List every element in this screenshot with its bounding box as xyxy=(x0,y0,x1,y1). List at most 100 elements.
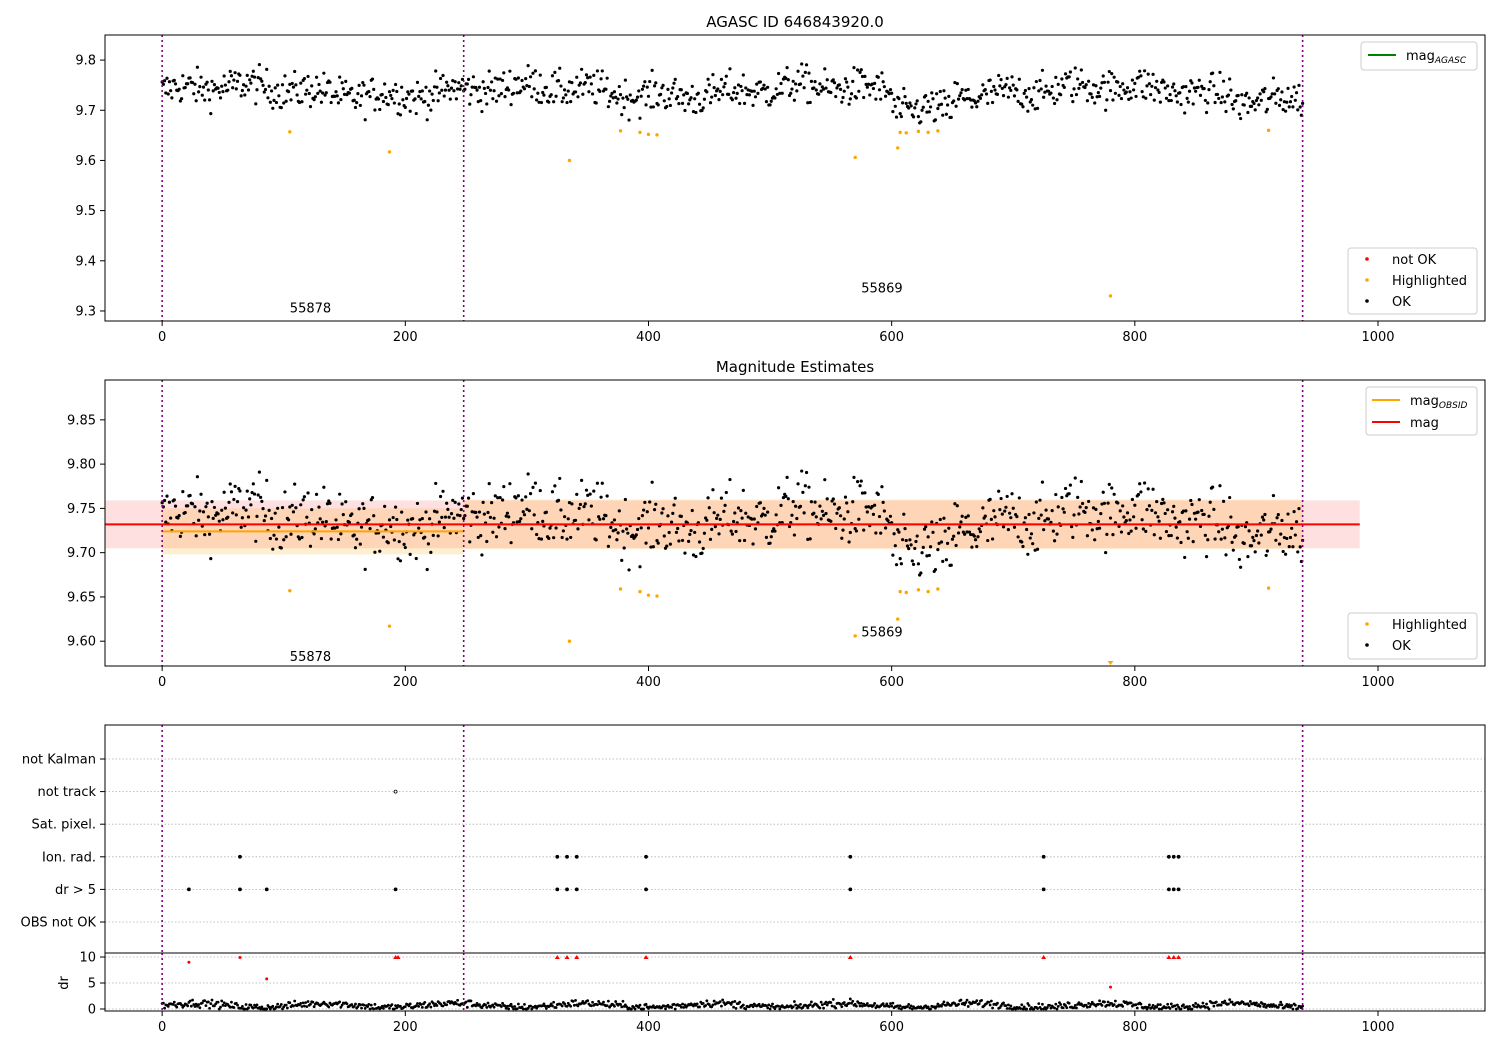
dr-point xyxy=(989,999,993,1003)
ok-point xyxy=(372,87,376,91)
ok-point xyxy=(842,517,846,521)
ok-point xyxy=(615,101,619,105)
ok-point xyxy=(998,84,1002,88)
highlighted-point xyxy=(567,639,572,643)
ok-point xyxy=(242,83,246,87)
ok-point xyxy=(198,509,202,513)
dr-point xyxy=(373,1002,377,1006)
dr-point xyxy=(560,1004,564,1008)
dr-point xyxy=(769,1004,773,1008)
ok-point xyxy=(407,92,411,96)
ok-point xyxy=(689,96,693,100)
ok-point xyxy=(1183,111,1187,115)
obsid-annotation: 55878 xyxy=(290,650,331,665)
flag-point xyxy=(1041,854,1046,859)
dr-point xyxy=(232,1006,236,1009)
ok-point xyxy=(490,501,494,505)
ok-point xyxy=(723,503,727,507)
dr-offscale-marker xyxy=(1041,955,1047,959)
ok-point xyxy=(907,106,911,110)
ok-point xyxy=(846,510,850,514)
ok-point xyxy=(272,98,276,102)
ok-point xyxy=(952,534,956,538)
ok-point xyxy=(177,87,181,91)
ok-point xyxy=(367,89,371,94)
ok-point xyxy=(638,116,642,120)
ok-point xyxy=(401,98,405,102)
ok-point xyxy=(342,92,347,96)
ok-point xyxy=(706,77,710,81)
ok-point xyxy=(406,518,410,522)
ok-point xyxy=(831,497,835,501)
ok-point xyxy=(276,506,280,510)
dr-point xyxy=(965,998,969,1002)
ok-point xyxy=(289,532,293,536)
dr-point xyxy=(193,1005,197,1008)
ok-point xyxy=(440,88,444,92)
ok-point xyxy=(1226,93,1231,97)
ok-point xyxy=(577,506,581,510)
dr-point xyxy=(544,1007,548,1010)
ok-point xyxy=(1191,102,1195,106)
dr-point xyxy=(200,1001,204,1005)
ok-point xyxy=(560,100,564,104)
ok-point xyxy=(975,105,979,109)
ok-point xyxy=(283,490,287,494)
ok-point xyxy=(521,510,525,514)
dr-point xyxy=(614,1000,618,1003)
ok-point xyxy=(1084,506,1088,510)
dr-point xyxy=(672,1002,676,1006)
dr-point xyxy=(251,1006,255,1010)
dr-point xyxy=(907,1002,911,1006)
ok-point xyxy=(355,537,359,541)
dr-point xyxy=(382,1006,385,1010)
ok-point xyxy=(229,74,234,78)
ok-point xyxy=(843,495,848,499)
dr-point xyxy=(454,1002,458,1006)
ok-point xyxy=(609,94,613,98)
dr-point xyxy=(963,1003,967,1007)
ok-point xyxy=(249,503,253,507)
ok-point xyxy=(265,67,269,71)
ok-point xyxy=(1281,107,1285,112)
highlighted-point xyxy=(618,129,623,133)
legend-subscript: AGASC xyxy=(1434,56,1467,66)
ok-point xyxy=(1101,490,1105,494)
ok-point xyxy=(420,89,424,93)
dr-point xyxy=(572,1003,576,1007)
ok-point xyxy=(471,75,476,79)
ok-point xyxy=(626,97,630,101)
ok-point xyxy=(1145,507,1149,512)
ok-point xyxy=(741,488,745,492)
ok-point xyxy=(1298,545,1302,549)
ok-point xyxy=(192,92,196,96)
ok-point xyxy=(1138,482,1142,486)
ok-point xyxy=(702,97,707,101)
dr-point xyxy=(896,1004,900,1008)
ok-point xyxy=(446,84,450,88)
dr-point xyxy=(180,1003,183,1007)
dr-point xyxy=(825,1003,829,1007)
p2-xtick-label: 600 xyxy=(879,675,904,690)
ok-point xyxy=(911,562,916,566)
ok-point xyxy=(1056,505,1060,509)
dr-not-ok-point xyxy=(265,977,269,981)
ok-point xyxy=(417,526,421,530)
ok-point xyxy=(921,105,925,109)
dr-point xyxy=(210,998,214,1002)
ok-point xyxy=(1046,89,1051,93)
ok-point xyxy=(1194,89,1198,93)
ok-point xyxy=(804,63,809,67)
ok-point xyxy=(194,534,198,538)
ok-point xyxy=(336,537,341,542)
ok-point xyxy=(460,496,465,500)
ok-point xyxy=(267,84,271,88)
ok-point xyxy=(381,535,386,539)
dr-point xyxy=(340,1003,344,1007)
ok-point xyxy=(465,82,469,86)
ok-point xyxy=(786,497,790,501)
ok-point xyxy=(289,98,293,102)
dr-point xyxy=(416,1002,419,1005)
p1-ytick-label: 9.4 xyxy=(75,254,96,269)
ok-point xyxy=(592,489,596,493)
